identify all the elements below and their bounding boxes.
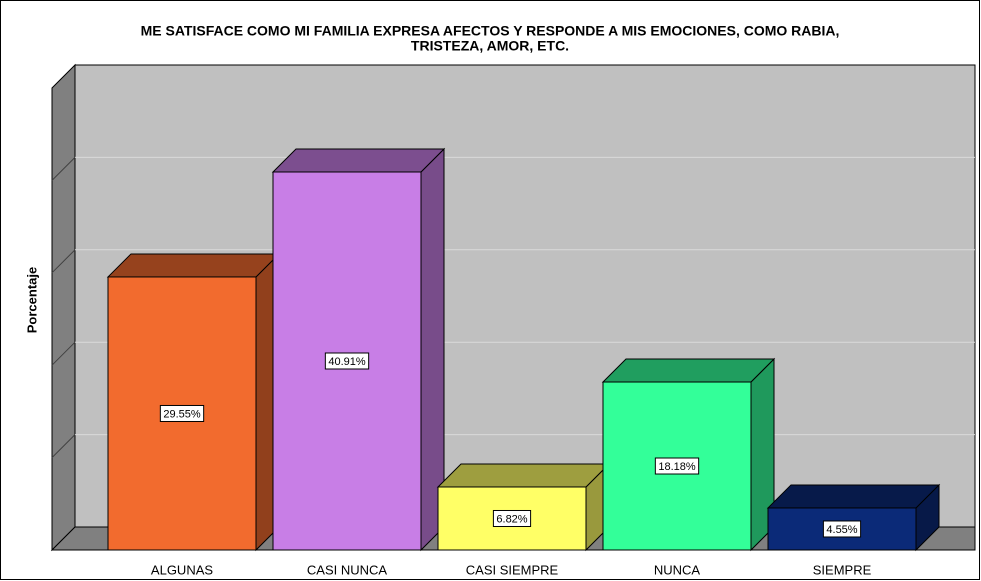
bar [766, 483, 941, 552]
grid-line [51, 434, 76, 458]
x-tick-label: CASI SIEMPRE [466, 562, 559, 577]
chart-title: ME SATISFACE COMO MI FAMILIA EXPRESA AFE… [141, 23, 840, 39]
bar-top [766, 484, 941, 509]
bar [601, 357, 776, 552]
bar-top [106, 253, 281, 278]
value-label-box [159, 404, 205, 422]
chart-title: TRISTEZA, AMOR, ETC. [411, 38, 569, 54]
bar-top [601, 358, 776, 383]
value-label-box [492, 509, 532, 527]
bar-top [436, 463, 611, 488]
value-label: 18.18% [658, 461, 696, 473]
bar-top [271, 148, 446, 173]
value-label: 40.91% [328, 356, 366, 368]
bar [271, 147, 446, 552]
bar [436, 462, 611, 552]
value-label-box [822, 520, 862, 538]
x-tick-label: CASI NUNCA [307, 562, 388, 577]
grid-line [51, 341, 76, 366]
x-tick-label: SIEMPRE [813, 562, 872, 577]
left-wall [51, 63, 76, 552]
value-label: 6.82% [496, 513, 527, 525]
value-label-box [654, 457, 700, 475]
value-label-box [324, 352, 370, 370]
value-label: 4.55% [826, 524, 857, 536]
grid-line [51, 157, 76, 181]
y-axis-label: Porcentaje [24, 267, 39, 333]
value-label: 29.55% [163, 408, 201, 420]
grid-line [51, 249, 76, 274]
x-tick-label: ALGUNAS [151, 562, 213, 577]
bar [106, 252, 281, 552]
x-tick-label: NUNCA [654, 562, 701, 577]
